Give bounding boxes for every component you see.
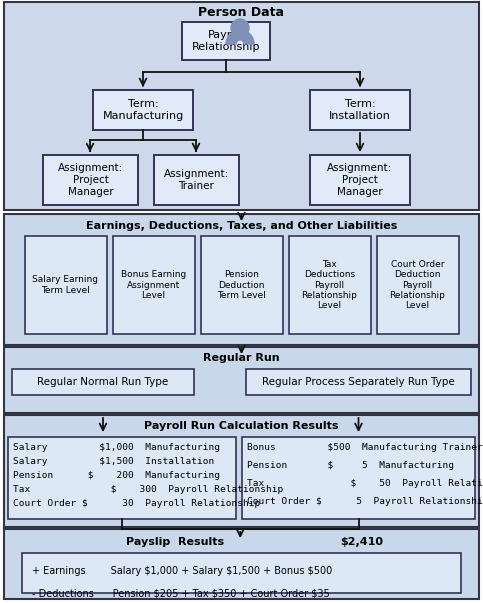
Text: Payslip  Results: Payslip Results [126,537,224,547]
Text: Tax              $    300  Payroll Relationship: Tax $ 300 Payroll Relationship [13,484,283,493]
Bar [25,236,106,334]
Text: Salary Earning
Term Level: Salary Earning Term Level [32,276,99,295]
Text: Term:
Manufacturing: Term: Manufacturing [102,99,184,121]
Bar [310,155,410,205]
Text: Tax
Deductions
Payroll
Relationship
Level: Tax Deductions Payroll Relationship Leve… [301,260,357,311]
Text: Earnings, Deductions, Taxes, and Other Liabilities: Earnings, Deductions, Taxes, and Other L… [86,221,397,231]
Text: - Deductions      Pension $205 + Tax $350 + Court Order $35: - Deductions Pension $205 + Tax $350 + C… [32,588,330,598]
Bar [310,90,410,130]
Text: Regular Process Separately Run Type: Regular Process Separately Run Type [262,377,455,387]
Text: Regular Normal Run Type: Regular Normal Run Type [37,377,169,387]
Bar [8,437,236,519]
Text: Court Order $      30  Payroll Relationship: Court Order $ 30 Payroll Relationship [13,499,260,508]
Text: Court Order $      5  Payroll Relationship: Court Order $ 5 Payroll Relationship [247,496,483,505]
Text: Payroll
Relationship: Payroll Relationship [192,30,260,52]
Text: + Earnings        Salary $1,000 + Salary $1,500 + Bonus $500: + Earnings Salary $1,000 + Salary $1,500… [32,566,332,576]
Text: Assignment:
Project
Manager: Assignment: Project Manager [58,163,123,197]
Text: Pension      $    200  Manufacturing: Pension $ 200 Manufacturing [13,470,220,479]
Bar [12,369,194,395]
Wedge shape [226,30,254,44]
Text: Payroll Run Calculation Results: Payroll Run Calculation Results [144,421,339,431]
Bar [246,369,471,395]
Text: Assignment:
Trainer: Assignment: Trainer [164,169,229,191]
Text: $2,410: $2,410 [340,537,383,547]
Bar [182,22,270,60]
Text: Salary         $1,500  Installation: Salary $1,500 Installation [13,456,214,466]
Text: Term:
Installation: Term: Installation [329,99,391,121]
Text: Assignment:
Project
Manager: Assignment: Project Manager [327,163,393,197]
Text: Pension
Deduction
Term Level: Pension Deduction Term Level [217,270,266,300]
Text: Regular Run: Regular Run [203,353,280,363]
Bar [113,236,195,334]
Text: Tax               $    50  Payroll Relationship: Tax $ 50 Payroll Relationship [247,479,483,487]
Bar [377,236,458,334]
Text: Person Data: Person Data [199,7,284,19]
Bar [242,437,475,519]
Bar [22,553,461,593]
Bar [4,415,479,527]
Bar [154,155,239,205]
Text: Salary         $1,000  Manufacturing: Salary $1,000 Manufacturing [13,443,220,452]
Text: Court Order
Deduction
Payroll
Relationship
Level: Court Order Deduction Payroll Relationsh… [390,260,445,311]
Circle shape [231,19,249,37]
Bar [43,155,138,205]
Text: Bonus Earning
Assignment
Level: Bonus Earning Assignment Level [121,270,186,300]
Text: Pension       $     5  Manufacturing: Pension $ 5 Manufacturing [247,461,454,470]
Text: Bonus         $500  Manufacturing Trainer: Bonus $500 Manufacturing Trainer [247,443,483,452]
Bar [200,236,283,334]
Bar [93,90,193,130]
Bar [4,2,479,210]
Bar [288,236,370,334]
Bar [4,529,479,599]
Bar [4,214,479,345]
Bar [4,347,479,413]
